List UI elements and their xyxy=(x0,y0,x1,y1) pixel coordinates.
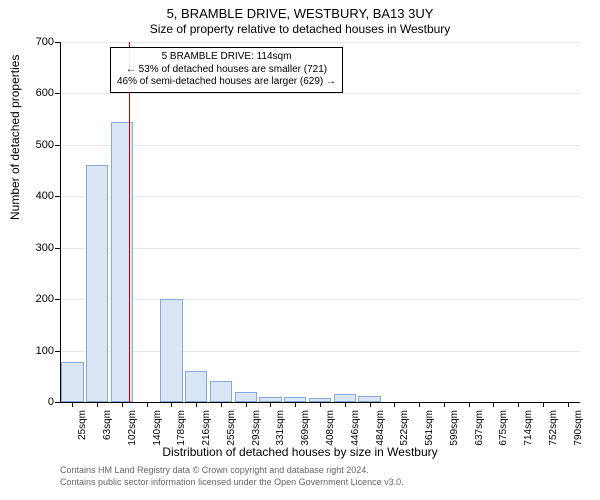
histogram-bar xyxy=(235,392,257,402)
chart-title-main: 5, BRAMBLE DRIVE, WESTBURY, BA13 3UY xyxy=(0,6,600,21)
x-tick-label: 369sqm xyxy=(300,410,311,450)
y-tick-mark xyxy=(55,145,60,146)
property-marker-line xyxy=(129,42,130,402)
y-tick-mark xyxy=(55,248,60,249)
copyright-line2: Contains public sector information licen… xyxy=(60,477,404,489)
x-tick-label: 140sqm xyxy=(152,410,163,450)
y-tick-mark xyxy=(55,196,60,197)
x-tick-mark xyxy=(543,402,544,407)
histogram-bar xyxy=(334,394,356,402)
x-tick-mark xyxy=(246,402,247,407)
x-tick-label: 675sqm xyxy=(498,410,509,450)
annotation-line: 46% of semi-detached houses are larger (… xyxy=(117,76,336,89)
copyright-line1: Contains HM Land Registry data © Crown c… xyxy=(60,465,404,477)
histogram-bar xyxy=(210,381,232,402)
x-tick-label: 25sqm xyxy=(77,410,88,450)
x-tick-label: 408sqm xyxy=(325,410,336,450)
gridline xyxy=(60,196,580,197)
x-tick-label: 790sqm xyxy=(573,410,584,450)
x-tick-label: 752sqm xyxy=(548,410,559,450)
plot-area: 5 BRAMBLE DRIVE: 114sqm← 53% of detached… xyxy=(60,42,580,402)
x-tick-mark xyxy=(345,402,346,407)
x-tick-mark xyxy=(320,402,321,407)
x-tick-mark xyxy=(469,402,470,407)
annotation-line: 5 BRAMBLE DRIVE: 114sqm xyxy=(117,51,336,64)
x-tick-label: 446sqm xyxy=(350,410,361,450)
y-axis-label: Number of detached properties xyxy=(8,55,22,220)
x-tick-mark xyxy=(370,402,371,407)
y-tick-label: 700 xyxy=(24,36,54,48)
x-tick-mark xyxy=(221,402,222,407)
annotation-box: 5 BRAMBLE DRIVE: 114sqm← 53% of detached… xyxy=(110,47,343,93)
x-tick-mark xyxy=(394,402,395,407)
x-tick-mark xyxy=(568,402,569,407)
x-tick-label: 331sqm xyxy=(275,410,286,450)
x-tick-label: 216sqm xyxy=(201,410,212,450)
x-tick-mark xyxy=(518,402,519,407)
x-tick-mark xyxy=(270,402,271,407)
y-tick-mark xyxy=(55,351,60,352)
x-tick-mark xyxy=(295,402,296,407)
gridline xyxy=(60,248,580,249)
x-tick-label: 522sqm xyxy=(399,410,410,450)
y-tick-label: 400 xyxy=(24,190,54,202)
x-tick-label: 484sqm xyxy=(375,410,386,450)
y-axis-line xyxy=(60,42,61,402)
x-tick-mark xyxy=(122,402,123,407)
x-tick-mark xyxy=(72,402,73,407)
y-tick-label: 300 xyxy=(24,242,54,254)
x-tick-mark xyxy=(171,402,172,407)
x-tick-label: 714sqm xyxy=(523,410,534,450)
copyright-text: Contains HM Land Registry data © Crown c… xyxy=(60,465,404,488)
y-tick-mark xyxy=(55,42,60,43)
x-tick-label: 63sqm xyxy=(102,410,113,450)
chart-title-sub: Size of property relative to detached ho… xyxy=(0,22,600,36)
x-tick-mark xyxy=(196,402,197,407)
x-tick-mark xyxy=(147,402,148,407)
gridline xyxy=(60,42,580,43)
histogram-bar xyxy=(61,362,83,402)
y-tick-label: 600 xyxy=(24,87,54,99)
histogram-bar xyxy=(160,299,182,402)
x-tick-mark xyxy=(493,402,494,407)
y-tick-mark xyxy=(55,402,60,403)
x-tick-label: 599sqm xyxy=(449,410,460,450)
y-tick-label: 200 xyxy=(24,293,54,305)
x-tick-label: 561sqm xyxy=(424,410,435,450)
y-tick-label: 0 xyxy=(24,396,54,408)
x-tick-label: 178sqm xyxy=(176,410,187,450)
y-tick-label: 100 xyxy=(24,345,54,357)
x-tick-label: 637sqm xyxy=(474,410,485,450)
x-tick-mark xyxy=(419,402,420,407)
chart-container: 5, BRAMBLE DRIVE, WESTBURY, BA13 3UY Siz… xyxy=(0,0,600,500)
y-tick-mark xyxy=(55,93,60,94)
gridline xyxy=(60,93,580,94)
x-tick-mark xyxy=(97,402,98,407)
y-tick-mark xyxy=(55,299,60,300)
gridline xyxy=(60,351,580,352)
gridline xyxy=(60,299,580,300)
x-tick-mark xyxy=(444,402,445,407)
x-tick-label: 293sqm xyxy=(251,410,262,450)
histogram-bar xyxy=(86,165,108,402)
y-tick-label: 500 xyxy=(24,139,54,151)
x-tick-label: 255sqm xyxy=(226,410,237,450)
x-tick-label: 102sqm xyxy=(127,410,138,450)
annotation-line: ← 53% of detached houses are smaller (72… xyxy=(117,64,336,77)
gridline xyxy=(60,145,580,146)
histogram-bar xyxy=(185,371,207,402)
